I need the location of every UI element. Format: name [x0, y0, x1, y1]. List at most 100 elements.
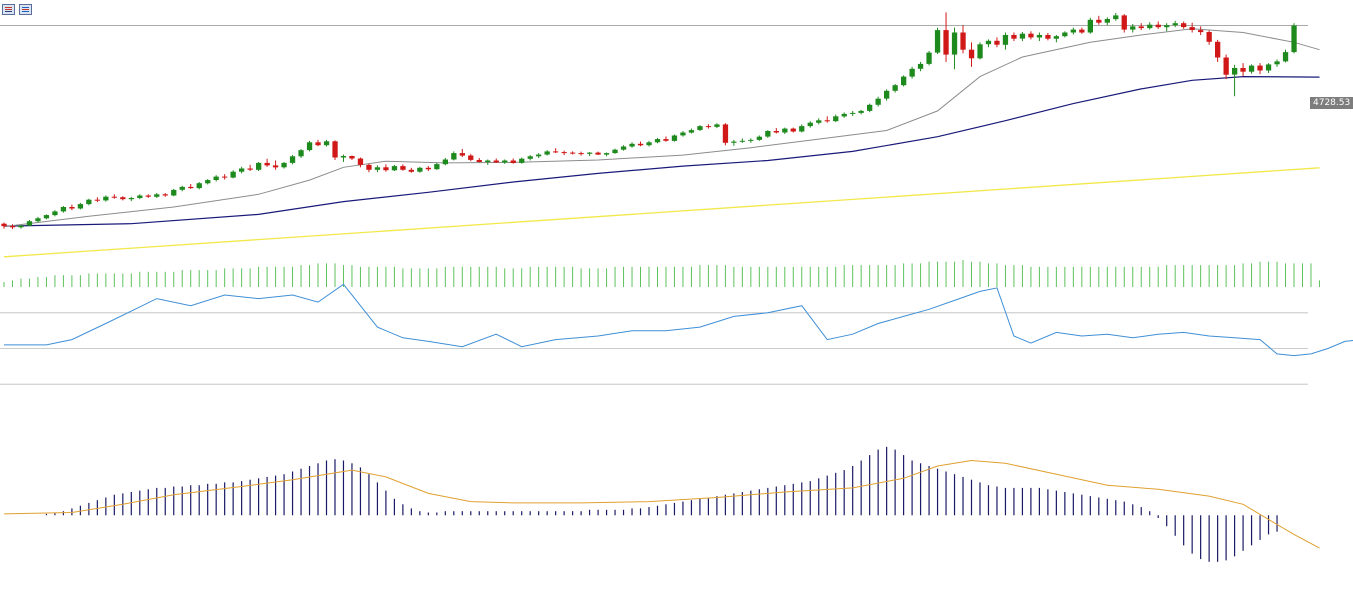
candle-body — [459, 153, 465, 156]
candle-body — [43, 215, 50, 219]
candle-body — [1265, 64, 1272, 71]
rsi-panel — [0, 283, 1353, 385]
settings-icon[interactable] — [19, 4, 32, 15]
candle-body — [612, 149, 618, 154]
candle-body — [680, 132, 686, 136]
candle-body — [892, 85, 898, 91]
ma-short-series — [3, 28, 1320, 228]
candle-body — [807, 122, 813, 127]
candle-body — [782, 128, 788, 133]
candle-body — [26, 221, 33, 226]
candle-body — [230, 171, 236, 178]
candle-body — [1019, 33, 1026, 39]
candle-body — [1189, 27, 1195, 30]
candle-body — [536, 154, 542, 157]
candle-body — [739, 140, 745, 142]
candle-body — [188, 186, 194, 189]
candle-body — [884, 90, 890, 99]
candle-body — [1053, 36, 1059, 39]
candle-body — [705, 126, 712, 128]
candle-body — [527, 156, 533, 159]
candle-body — [493, 160, 499, 163]
candle-body — [1206, 32, 1212, 42]
candle-body — [315, 142, 321, 146]
candle-body — [1240, 68, 1246, 72]
candle-body — [451, 153, 457, 160]
candle-body — [867, 104, 873, 111]
list-icon[interactable] — [2, 4, 15, 15]
candle-body — [917, 63, 924, 69]
candle-body — [620, 146, 627, 150]
candle-body — [272, 165, 279, 168]
chart-toolbar — [2, 4, 32, 15]
candle-body — [1113, 15, 1119, 20]
candle-body — [756, 136, 762, 140]
candle-body — [247, 168, 253, 170]
candle-body — [128, 198, 134, 200]
candle-body — [671, 135, 678, 141]
candle-body — [391, 166, 398, 171]
candle-body — [18, 225, 24, 228]
candle-body — [417, 167, 423, 172]
candle-body — [1248, 65, 1255, 72]
ma-long-line — [3, 167, 1320, 258]
rsi-line — [4, 283, 1353, 357]
candle-body — [171, 189, 177, 196]
candle-body — [306, 142, 313, 151]
candle-body — [943, 30, 949, 55]
candle-body — [179, 186, 185, 190]
candle-body — [697, 126, 703, 130]
candle-body — [833, 116, 839, 122]
candle-body — [1045, 35, 1051, 39]
candle-body — [340, 156, 347, 158]
candle-body — [137, 195, 143, 198]
candle-body — [748, 139, 754, 141]
ma-long-series — [3, 167, 1320, 258]
candle-body — [502, 160, 508, 163]
candle-body — [1011, 35, 1017, 39]
candle-body — [968, 49, 975, 59]
candle-body — [960, 32, 966, 50]
candle-body — [485, 160, 491, 162]
candle-body — [1172, 23, 1178, 26]
candle-body — [790, 128, 796, 132]
candle-body — [298, 150, 304, 157]
candle-body — [1104, 19, 1110, 23]
candle-body — [425, 167, 431, 170]
candle-body — [858, 110, 864, 113]
volume-panel — [3, 260, 1320, 287]
candle-body — [951, 32, 958, 55]
candle-body — [799, 126, 805, 132]
candle-body — [111, 196, 117, 198]
candle-body — [154, 194, 160, 197]
candle-body — [196, 183, 202, 189]
candle-body — [629, 143, 635, 147]
candle-body — [570, 152, 576, 154]
candle-body — [985, 40, 992, 45]
candle-body — [60, 207, 67, 212]
candlestick-series — [1, 12, 1297, 230]
candle-body — [637, 143, 644, 146]
candle-body — [222, 176, 228, 178]
candle-body — [688, 130, 695, 133]
candle-body — [587, 152, 593, 154]
candle-body — [442, 159, 448, 165]
candle-body — [213, 176, 219, 180]
candle-body — [544, 151, 550, 155]
candle-body — [603, 153, 610, 155]
candle-body — [1002, 35, 1009, 45]
candle-body — [400, 166, 406, 170]
candle-body — [77, 204, 84, 209]
candle-body — [841, 113, 847, 117]
candle-body — [264, 162, 270, 166]
candle-body — [731, 141, 737, 143]
candle-body — [434, 164, 440, 170]
candle-body — [901, 76, 907, 86]
candle-body — [94, 199, 100, 201]
candle-body — [578, 153, 584, 155]
candle-body — [86, 199, 92, 205]
macd-signal-line — [3, 459, 1320, 549]
candle-body — [824, 120, 830, 122]
candle-body — [646, 142, 652, 146]
